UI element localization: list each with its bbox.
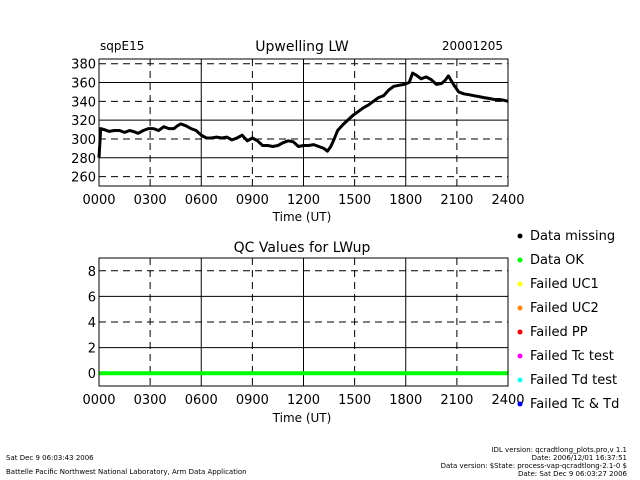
x-tick-label: 0000 [82,193,115,208]
footer-lab: Battelle Pacific Northwest National Labo… [6,468,247,476]
x-tick-label: 2400 [491,393,524,408]
qc-plot-frame [98,257,509,387]
upwelling-grid [99,59,508,186]
upwelling-chart-title: Upwelling LW [255,39,349,55]
x-tick-label: 0000 [82,393,115,408]
legend-label: Data OK [530,253,584,268]
x-tick-label: 0300 [134,193,167,208]
qc-y-ticks: 0 2 4 6 8 [88,265,96,382]
x-tick-label: 2100 [440,193,473,208]
legend-marker [517,329,523,335]
x-tick-label: 1500 [338,393,371,408]
legend-label: Failed PP [530,325,588,340]
date-label: 20001205 [442,39,503,53]
qc-chart-title: QC Values for LWup [234,240,371,256]
x-tick-label: 0900 [236,193,269,208]
y-tick-label: 340 [71,95,96,110]
x-tick-label: 1800 [389,393,422,408]
x-tick-label: 1200 [287,393,320,408]
legend-marker [517,281,523,287]
y-tick-label: 4 [88,316,96,331]
x-tick-label: 0600 [185,393,218,408]
legend-marker [517,401,523,407]
footer-idl-version: IDL version: qcradtlong_plots.pro,v 1.1 [491,446,627,454]
upwelling-lw-series-line [97,71,509,158]
x-tick-label: 2100 [440,393,473,408]
upwelling-y-ticks: 260 280 300 320 340 360 380 [71,58,96,186]
legend-label: Failed UC1 [530,277,599,292]
y-tick-label: 380 [71,58,96,73]
qc-x-ticks: 0000 0300 0600 0900 1200 1500 1800 2100 2400 [82,393,524,408]
x-tick-label: 0300 [134,393,167,408]
site-label: sqpE15 [100,39,144,53]
footer-timestamp: Sat Dec 9 06:03:43 2006 [6,454,94,462]
qc-x-axis-label: Time (UT) [272,411,332,425]
x-tick-label: 2400 [491,193,524,208]
x-tick-label: 1800 [389,193,422,208]
y-tick-label: 8 [88,265,96,280]
legend-label: Data missing [530,229,615,244]
legend-marker [517,305,523,311]
y-tick-label: 320 [71,114,96,129]
x-tick-label: 1200 [287,193,320,208]
y-tick-label: 300 [71,133,96,148]
y-tick-label: 0 [88,367,96,382]
legend-label: Failed Td test [530,373,617,388]
upwelling-plot-frame [98,58,509,187]
qc-legend: Data missing Data OK Failed UC1 Failed UC2 F… [517,229,619,412]
x-tick-label: 0600 [185,193,218,208]
footer-run-date: Date: Sat Dec 9 06:03:27 2006 [518,470,627,478]
legend-label: Failed Tc test [530,349,614,364]
upwelling-x-ticks: 0000 0300 0600 0900 1200 1500 1800 2100 2400 [82,193,524,208]
qc-grid [99,258,508,386]
y-tick-label: 6 [88,290,96,305]
y-tick-label: 260 [71,171,96,186]
y-tick-label: 2 [88,342,96,357]
legend-marker [517,233,523,239]
x-tick-label: 1500 [338,193,371,208]
upwelling-x-axis-label: Time (UT) [272,210,332,224]
legend-label: Failed UC2 [530,301,599,316]
legend-marker [517,353,523,359]
y-tick-label: 280 [71,152,96,167]
legend-marker [517,257,523,263]
legend-marker [517,377,523,383]
footer-data-version: Data version: $State: process-vap-qcradt… [440,462,627,470]
y-tick-label: 360 [71,77,96,92]
x-tick-label: 0900 [236,393,269,408]
legend-label: Failed Tc & Td [530,397,619,412]
footer-proc-date: Date: 2006/12/01 16:37:51 [531,454,627,462]
